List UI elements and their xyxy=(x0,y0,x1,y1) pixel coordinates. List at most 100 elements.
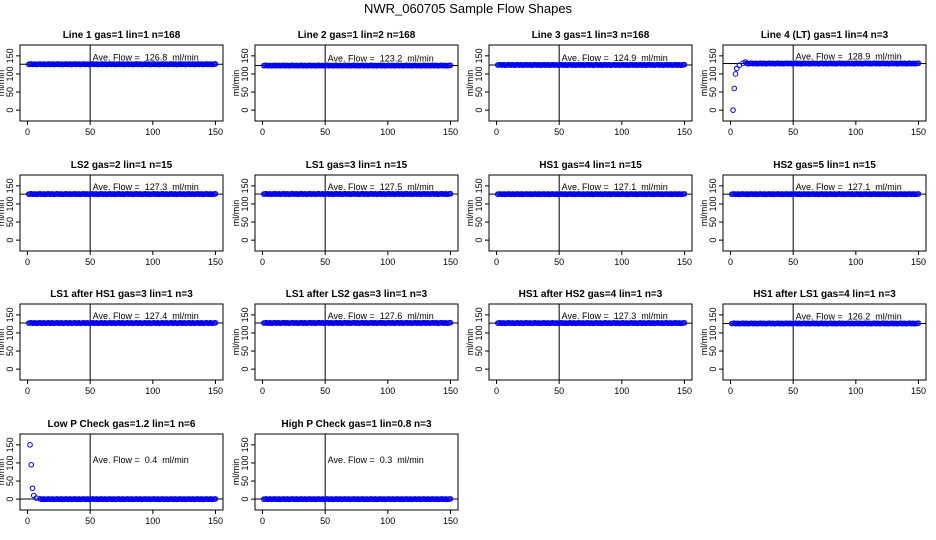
y-tick-label: 100 xyxy=(240,196,250,211)
y-tick-label: 0 xyxy=(474,108,484,113)
chart-title: Line 3 gas=1 lin=3 n=168 xyxy=(532,30,650,41)
avg-flow-annotation: Ave. Flow = 124.9 ml/min xyxy=(562,53,668,63)
x-tick-label: 0 xyxy=(260,257,265,267)
y-tick-label: 50 xyxy=(5,476,15,486)
y-axis-label: ml/min xyxy=(0,329,6,356)
y-tick-label: 0 xyxy=(240,497,250,502)
y-tick-label: 150 xyxy=(240,48,250,63)
x-tick-label: 0 xyxy=(728,386,733,396)
avg-flow-annotation: Ave. Flow = 0.3 ml/min xyxy=(328,455,424,465)
y-tick-label: 100 xyxy=(708,325,718,340)
x-tick-label: 150 xyxy=(443,386,458,396)
y-tick-label: 100 xyxy=(5,196,15,211)
y-axis-label: ml/min xyxy=(465,329,475,356)
y-tick-label: 150 xyxy=(708,178,718,193)
x-tick-label: 50 xyxy=(320,386,330,396)
x-tick-label: 50 xyxy=(554,257,564,267)
x-tick-label: 50 xyxy=(788,257,798,267)
avg-flow-annotation: Ave. Flow = 126.2 ml/min xyxy=(796,311,902,321)
y-axis-label: ml/min xyxy=(231,329,241,356)
x-tick-label: 100 xyxy=(614,386,629,396)
chart-title: LS2 gas=2 lin=1 n=15 xyxy=(71,160,173,171)
chart-panel-11: HS1 after HS2 gas=4 lin=1 n=3 0 50 100 150 0 5… xyxy=(465,289,693,396)
x-tick-label: 150 xyxy=(677,257,692,267)
x-tick-label: 100 xyxy=(614,257,629,267)
x-tick-label: 150 xyxy=(677,386,692,396)
y-tick-label: 50 xyxy=(5,217,15,227)
y-tick-label: 50 xyxy=(474,217,484,227)
y-tick-label: 150 xyxy=(474,48,484,63)
chart-panel-14: High P Check gas=1 lin=0.8 n=3 0 50 100 150 0… xyxy=(231,419,459,526)
chart-panel-8: HS2 gas=5 lin=1 n=15 0 50 100 150 0 50 100 150 ml… xyxy=(699,160,927,267)
x-tick-label: 50 xyxy=(85,257,95,267)
y-tick-label: 0 xyxy=(240,108,250,113)
avg-flow-annotation: Ave. Flow = 126.8 ml/min xyxy=(93,52,199,62)
chart-title: Line 2 gas=1 lin=2 n=168 xyxy=(298,30,416,41)
y-tick-label: 50 xyxy=(708,87,718,97)
y-tick-label: 50 xyxy=(708,217,718,227)
data-point xyxy=(681,191,688,197)
y-axis-label: ml/min xyxy=(0,70,6,97)
x-tick-label: 0 xyxy=(25,386,30,396)
data-point xyxy=(27,442,33,448)
avg-flow-annotation: Ave. Flow = 127.3 ml/min xyxy=(93,182,199,192)
plot-frame xyxy=(19,433,224,511)
data-point xyxy=(28,461,35,468)
plot-frame xyxy=(722,174,927,252)
data-point xyxy=(33,495,40,501)
plot-frame xyxy=(722,303,927,381)
y-tick-label: 100 xyxy=(5,325,15,340)
data-point xyxy=(732,71,739,77)
y-axis-label: ml/min xyxy=(465,200,475,227)
avg-flow-annotation: Ave. Flow = 127.5 ml/min xyxy=(328,182,434,192)
chart-panel-12: HS1 after LS1 gas=4 lin=1 n=3 0 50 100 150 0 5… xyxy=(699,289,927,396)
y-tick-label: 150 xyxy=(5,437,15,452)
chart-title: HS1 gas=4 lin=1 n=15 xyxy=(539,160,642,171)
x-tick-label: 100 xyxy=(145,257,160,267)
y-tick-label: 50 xyxy=(474,87,484,97)
avg-flow-annotation: Ave. Flow = 128.9 ml/min xyxy=(796,51,902,61)
chart-title: LS1 gas=3 lin=1 n=15 xyxy=(306,160,408,171)
avg-flow-annotation: Ave. Flow = 123.2 ml/min xyxy=(328,54,434,64)
y-tick-label: 100 xyxy=(474,325,484,340)
data-point xyxy=(212,191,219,197)
chart-panel-3: Line 3 gas=1 lin=3 n=168 0 50 100 150 0 50 100 1… xyxy=(465,30,693,137)
x-tick-label: 100 xyxy=(380,127,395,137)
x-tick-label: 150 xyxy=(208,257,223,267)
y-axis-label: ml/min xyxy=(231,459,241,486)
x-tick-label: 50 xyxy=(320,257,330,267)
x-tick-label: 0 xyxy=(260,386,265,396)
y-tick-label: 100 xyxy=(240,455,250,470)
x-tick-label: 0 xyxy=(25,127,30,137)
y-tick-label: 0 xyxy=(240,367,250,372)
x-tick-label: 0 xyxy=(494,386,499,396)
plot-frame xyxy=(19,44,224,122)
data-point xyxy=(29,485,36,492)
x-tick-label: 50 xyxy=(554,386,564,396)
y-tick-label: 50 xyxy=(240,346,250,356)
y-tick-label: 100 xyxy=(5,455,15,470)
y-axis-label: ml/min xyxy=(699,329,709,356)
x-tick-label: 0 xyxy=(25,516,30,526)
y-tick-label: 150 xyxy=(5,178,15,193)
x-tick-label: 0 xyxy=(260,127,265,137)
y-tick-label: 50 xyxy=(240,476,250,486)
y-axis-label: ml/min xyxy=(699,200,709,227)
y-tick-label: 0 xyxy=(5,367,15,372)
y-tick-label: 150 xyxy=(240,307,250,322)
y-axis-label: ml/min xyxy=(465,70,475,97)
chart-panel-10: LS1 after LS2 gas=3 lin=1 n=3 0 50 100 150 0 5… xyxy=(231,289,459,396)
avg-flow-annotation: Ave. Flow = 127.1 ml/min xyxy=(562,182,668,192)
data-point xyxy=(447,319,454,326)
avg-flow-annotation: Ave. Flow = 127.6 ml/min xyxy=(328,311,434,321)
page-title: NWR_060705 Sample Flow Shapes xyxy=(363,1,573,16)
avg-flow-annotation: Ave. Flow = 127.3 ml/min xyxy=(562,311,668,321)
y-tick-label: 0 xyxy=(474,238,484,243)
x-tick-label: 0 xyxy=(494,127,499,137)
x-tick-label: 150 xyxy=(443,516,458,526)
y-tick-label: 0 xyxy=(474,367,484,372)
x-tick-label: 0 xyxy=(728,257,733,267)
y-tick-label: 100 xyxy=(240,325,250,340)
x-tick-label: 150 xyxy=(443,257,458,267)
